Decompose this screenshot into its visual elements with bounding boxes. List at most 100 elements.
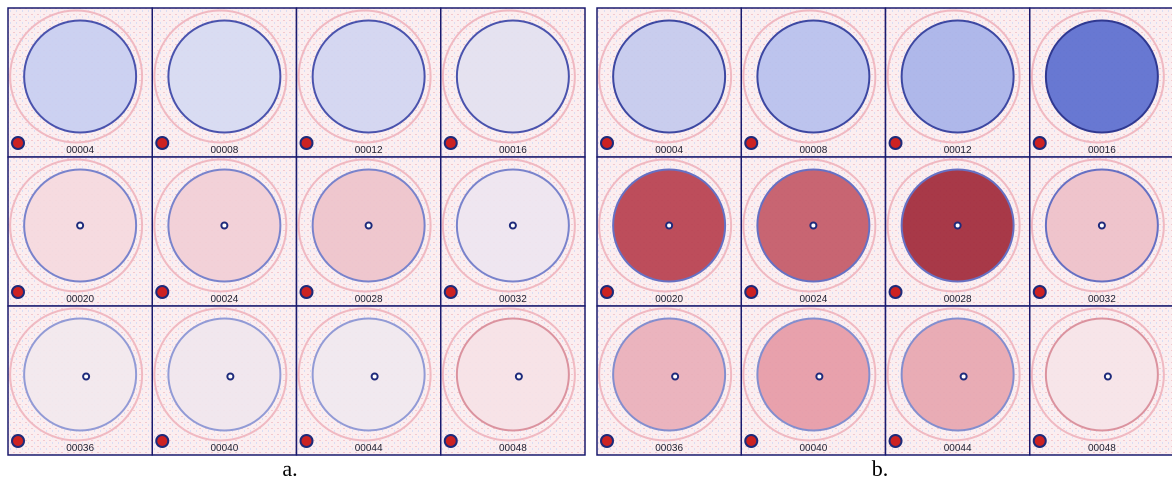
outer-ring	[1030, 158, 1165, 293]
frame-label: 00040	[210, 443, 238, 454]
frame-label: 00044	[355, 443, 383, 454]
center-spot	[665, 221, 674, 230]
center-spot	[514, 372, 523, 381]
center-spot	[226, 372, 235, 381]
corner-marker	[744, 285, 759, 299]
outer-ring	[297, 158, 432, 293]
tile: 00020	[596, 156, 742, 307]
frame-label: 00036	[66, 443, 94, 454]
tile: 00004	[596, 7, 742, 158]
frame-label: 00004	[655, 145, 683, 156]
tile: 00036	[7, 305, 153, 456]
frame-label: 00008	[799, 145, 827, 156]
outer-ring	[598, 158, 733, 293]
corner-marker	[443, 285, 458, 299]
tile: 00004	[7, 7, 153, 158]
center-spot	[815, 372, 824, 381]
center-spot	[220, 221, 229, 230]
corner-marker	[299, 136, 314, 150]
tile: 00012	[884, 7, 1031, 158]
center-spot	[953, 221, 962, 230]
outer-ring	[742, 158, 877, 293]
center-spot	[1097, 221, 1106, 230]
frame-label: 00048	[499, 443, 527, 454]
corner-marker	[155, 136, 170, 150]
outer-ring	[153, 158, 288, 293]
frame-label: 00012	[355, 145, 383, 156]
center-spot	[959, 372, 968, 381]
sample-disc	[900, 19, 1015, 134]
frame-label: 00004	[66, 145, 94, 156]
tile: 00044	[884, 305, 1031, 456]
outer-ring	[441, 158, 576, 293]
frame-label: 00032	[1088, 294, 1116, 305]
center-spot	[809, 221, 818, 230]
corner-marker	[888, 434, 903, 448]
tile: 00048	[440, 305, 586, 456]
corner-marker	[443, 434, 458, 448]
sample-disc	[1044, 317, 1159, 432]
outer-ring	[9, 158, 144, 293]
outer-ring	[153, 9, 288, 144]
tile: 00016	[440, 7, 586, 158]
corner-marker	[888, 136, 903, 150]
panel: 00004 00008 00012 00016 00020 00024 00028 00032…	[596, 7, 1172, 481]
sample-disc	[900, 317, 1015, 432]
outer-ring	[886, 307, 1021, 442]
sample-disc	[167, 19, 282, 134]
outer-ring	[742, 307, 877, 442]
tile: 00016	[1029, 7, 1172, 158]
frame-label: 00028	[944, 294, 972, 305]
tile: 00040	[151, 305, 298, 456]
corner-marker	[600, 285, 614, 299]
outer-ring	[598, 307, 733, 442]
tile: 00012	[295, 7, 442, 158]
frame-label: 00036	[655, 443, 683, 454]
corner-marker	[744, 136, 759, 150]
sample-disc	[311, 19, 426, 134]
corner-marker	[744, 434, 759, 448]
frame-label: 00044	[944, 443, 972, 454]
outer-ring	[598, 9, 733, 144]
corner-marker	[155, 285, 170, 299]
center-spot	[370, 372, 379, 381]
sample-disc	[23, 317, 138, 432]
outer-ring	[1030, 9, 1165, 144]
frame-label: 00024	[799, 294, 827, 305]
sample-disc	[455, 317, 570, 432]
sample-disc	[612, 317, 727, 432]
center-spot	[76, 221, 85, 230]
corner-marker	[11, 285, 25, 299]
corner-marker	[1032, 434, 1047, 448]
outer-ring	[297, 307, 432, 442]
sample-disc	[455, 19, 570, 134]
outer-ring	[1030, 307, 1165, 442]
frame-label: 00032	[499, 294, 527, 305]
corner-marker	[600, 434, 614, 448]
center-spot	[1103, 372, 1112, 381]
tile: 00048	[1029, 305, 1172, 456]
outer-ring	[441, 9, 576, 144]
tile: 00044	[295, 305, 442, 456]
corner-marker	[299, 285, 314, 299]
frame-label: 00012	[944, 145, 972, 156]
corner-marker	[443, 136, 458, 150]
tile: 00032	[1029, 156, 1172, 307]
tile: 00032	[440, 156, 586, 307]
center-spot	[508, 221, 517, 230]
sample-disc	[612, 19, 727, 134]
outer-ring	[441, 307, 576, 442]
sample-disc	[167, 317, 282, 432]
frame-label: 00048	[1088, 443, 1116, 454]
outer-ring	[9, 307, 144, 442]
frame-label: 00040	[799, 443, 827, 454]
tile-border	[440, 305, 586, 456]
outer-ring	[886, 9, 1021, 144]
tile: 00028	[295, 156, 442, 307]
tile: 00008	[740, 7, 887, 158]
corner-marker	[11, 434, 25, 448]
tile: 00024	[740, 156, 887, 307]
center-spot	[82, 372, 91, 381]
tile-border	[1029, 305, 1172, 456]
